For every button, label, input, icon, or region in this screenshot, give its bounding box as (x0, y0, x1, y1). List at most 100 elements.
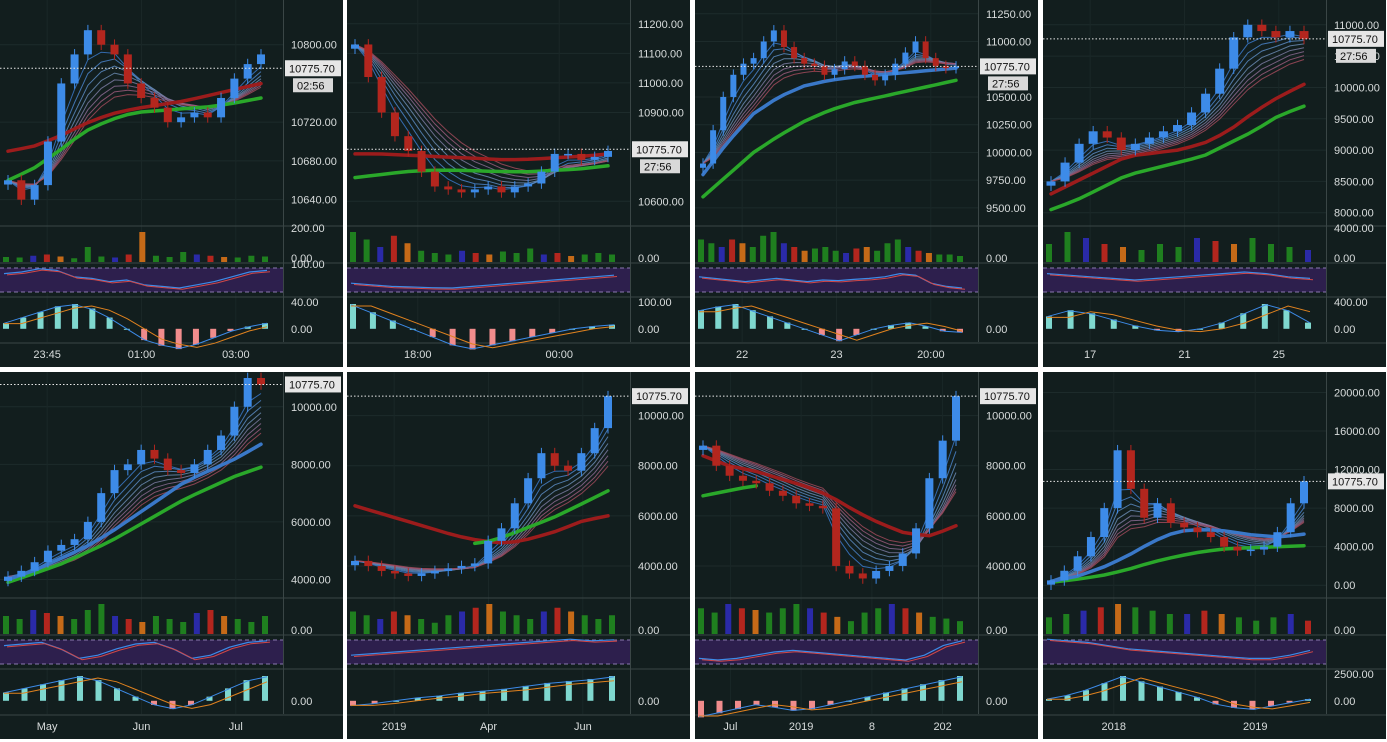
candle-body[interactable] (885, 565, 894, 571)
candle-body[interactable] (404, 136, 413, 151)
candle-body[interactable] (484, 186, 493, 190)
candle-body[interactable] (938, 440, 947, 479)
candle-body[interactable] (97, 493, 106, 522)
candle-body[interactable] (922, 41, 929, 59)
candle-body[interactable] (1073, 556, 1082, 571)
candle-body[interactable] (577, 153, 586, 160)
candle-body[interactable] (778, 490, 787, 496)
candle-body[interactable] (1100, 508, 1109, 538)
candle-body[interactable] (892, 63, 899, 75)
candle-body[interactable] (912, 41, 919, 53)
candle-body[interactable] (150, 97, 159, 108)
candle-body[interactable] (821, 65, 828, 75)
chart-panel-1[interactable]: 10800.00 10720.00 10680.00 10640.00 10775.70… (0, 0, 343, 367)
candle-body[interactable] (17, 180, 26, 200)
candle-body[interactable] (730, 74, 737, 97)
candle-body[interactable] (564, 153, 573, 156)
candle-body[interactable] (390, 112, 399, 137)
candle-body[interactable] (564, 465, 573, 471)
candle-body[interactable] (760, 41, 767, 59)
candle-body[interactable] (811, 63, 818, 66)
candle-body[interactable] (1187, 112, 1197, 126)
candle-body[interactable] (230, 78, 239, 98)
candle-body[interactable] (1140, 488, 1149, 518)
candle-body[interactable] (217, 97, 226, 118)
candle-body[interactable] (590, 428, 599, 454)
candle-body[interactable] (845, 565, 854, 574)
chart-panel-7[interactable]: 10000.00 8000.00 6000.00 4000.00 10775.70 0.0… (695, 372, 1038, 739)
candle-body[interactable] (818, 505, 827, 509)
candle-body[interactable] (137, 449, 146, 465)
candle-body[interactable] (524, 183, 533, 187)
candle-body[interactable] (43, 141, 52, 186)
chart-panel-5[interactable]: 10000.00 8000.00 6000.00 4000.00 10775.70 0.0… (0, 372, 343, 739)
candle-body[interactable] (4, 576, 12, 581)
candle-body[interactable] (83, 521, 92, 540)
chart-panel-2[interactable]: 11200.00 11100.00 11000.00 10900.00 10600.00… (347, 0, 690, 367)
chart-panel-8[interactable]: 20000.00 16000.00 12000.00 8000.00 4000.00 0.… (1043, 372, 1386, 739)
chart-panel-3[interactable]: 11250.0011000.0010750.0010500.0010250.00… (695, 0, 1038, 367)
candle-body[interactable] (1300, 481, 1308, 504)
candle-body[interactable] (1060, 162, 1070, 182)
candle-body[interactable] (190, 112, 199, 118)
candle-body[interactable] (590, 156, 599, 160)
candle-body[interactable] (1173, 125, 1182, 132)
candle-body[interactable] (725, 465, 734, 476)
candle-body[interactable] (1285, 31, 1295, 38)
candle-body[interactable] (1126, 450, 1135, 489)
candle-body[interactable] (1215, 68, 1225, 94)
candle-body[interactable] (470, 189, 479, 193)
candle-body[interactable] (430, 570, 439, 574)
candle-body[interactable] (257, 378, 265, 385)
candle-body[interactable] (537, 453, 546, 479)
candle-body[interactable] (902, 52, 909, 64)
candle-body[interactable] (1130, 143, 1140, 151)
candle-body[interactable] (97, 30, 106, 45)
candle-body[interactable] (604, 396, 612, 429)
candle-body[interactable] (524, 478, 533, 504)
candle-body[interactable] (1271, 31, 1281, 38)
candle-body[interactable] (738, 475, 747, 481)
candle-body[interactable] (30, 185, 39, 200)
candle-body[interactable] (430, 171, 439, 187)
candle-body[interactable] (1243, 24, 1253, 38)
candle-body[interactable] (70, 54, 79, 84)
candle-body[interactable] (1193, 527, 1202, 533)
candle-body[interactable] (720, 96, 727, 131)
candle-body[interactable] (1257, 24, 1267, 32)
candle-body[interactable] (110, 44, 119, 55)
candle-body[interactable] (1206, 532, 1215, 538)
candle-body[interactable] (70, 539, 79, 545)
candle-body[interactable] (1166, 503, 1175, 523)
candle-body[interactable] (123, 54, 132, 84)
candle-body[interactable] (1220, 537, 1229, 547)
candle-body[interactable] (364, 44, 373, 77)
candle-body[interactable] (831, 69, 838, 75)
candle-body[interactable] (604, 150, 612, 157)
candle-body[interactable] (925, 478, 934, 529)
candle-body[interactable] (57, 544, 66, 551)
candle-body[interactable] (1299, 31, 1309, 39)
candle-body[interactable] (750, 58, 757, 64)
candle-body[interactable] (177, 470, 186, 473)
candle-body[interactable] (17, 570, 26, 577)
candle-body[interactable] (912, 528, 921, 554)
candle-body[interactable] (470, 563, 479, 566)
chart-panel-4[interactable]: 11000.0010500.0010000.009500.009000.0085… (1043, 0, 1386, 367)
candle-body[interactable] (497, 528, 506, 541)
candle-body[interactable] (792, 495, 801, 504)
candle-body[interactable] (712, 445, 721, 466)
candle-body[interactable] (364, 560, 373, 566)
candle-body[interactable] (110, 470, 119, 494)
candle-body[interactable] (805, 503, 814, 506)
candle-body[interactable] (780, 30, 787, 48)
candle-body[interactable] (1060, 570, 1069, 581)
candle-body[interactable] (953, 66, 959, 69)
candle-body[interactable] (577, 453, 586, 471)
candle-body[interactable] (203, 112, 212, 118)
candle-body[interactable] (1113, 450, 1122, 509)
candle-body[interactable] (1153, 503, 1162, 518)
candle-body[interactable] (123, 464, 132, 471)
candle-body[interactable] (217, 435, 226, 450)
candle-body[interactable] (257, 54, 265, 65)
